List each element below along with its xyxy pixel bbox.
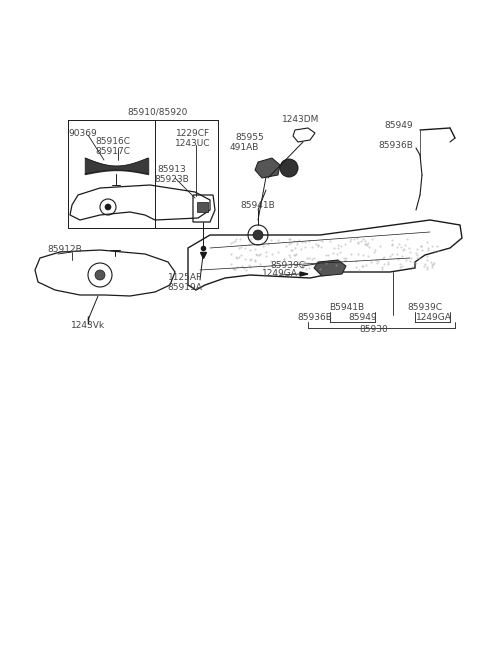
Text: 1229CF: 1229CF	[176, 129, 210, 139]
Text: 90369: 90369	[69, 129, 97, 137]
Text: 85919A: 85919A	[168, 283, 203, 292]
Text: B5941B: B5941B	[329, 304, 365, 313]
Text: 85936B: 85936B	[298, 313, 333, 323]
Text: 85949: 85949	[384, 122, 413, 131]
Text: 85910/85920: 85910/85920	[128, 108, 188, 116]
Circle shape	[280, 159, 298, 177]
Text: 85939C: 85939C	[408, 304, 443, 313]
Text: 1249GA: 1249GA	[262, 269, 298, 279]
Polygon shape	[255, 158, 280, 178]
Text: 85936B: 85936B	[379, 141, 413, 150]
Polygon shape	[300, 272, 308, 276]
Text: 85939C: 85939C	[271, 260, 305, 269]
Text: 1249GA: 1249GA	[416, 313, 452, 323]
Text: 85916C: 85916C	[96, 137, 131, 147]
Text: 1243DM: 1243DM	[282, 116, 320, 124]
Text: 85923B: 85923B	[155, 175, 190, 183]
Polygon shape	[197, 202, 208, 212]
Text: 85912B: 85912B	[48, 246, 83, 254]
Text: 85949: 85949	[348, 313, 377, 323]
Text: 85941B: 85941B	[240, 200, 276, 210]
Text: 85917C: 85917C	[96, 147, 131, 156]
Text: 85955: 85955	[236, 133, 264, 143]
Circle shape	[105, 204, 111, 210]
Text: 1125AF: 1125AF	[168, 273, 202, 283]
Text: 85930: 85930	[360, 325, 388, 334]
Text: 85913: 85913	[157, 166, 186, 175]
Text: 491AB: 491AB	[229, 143, 259, 152]
Circle shape	[95, 270, 105, 280]
Text: 1243Vk: 1243Vk	[71, 321, 105, 330]
Circle shape	[253, 230, 263, 240]
Polygon shape	[314, 260, 346, 276]
Text: 1243UC: 1243UC	[175, 139, 211, 148]
